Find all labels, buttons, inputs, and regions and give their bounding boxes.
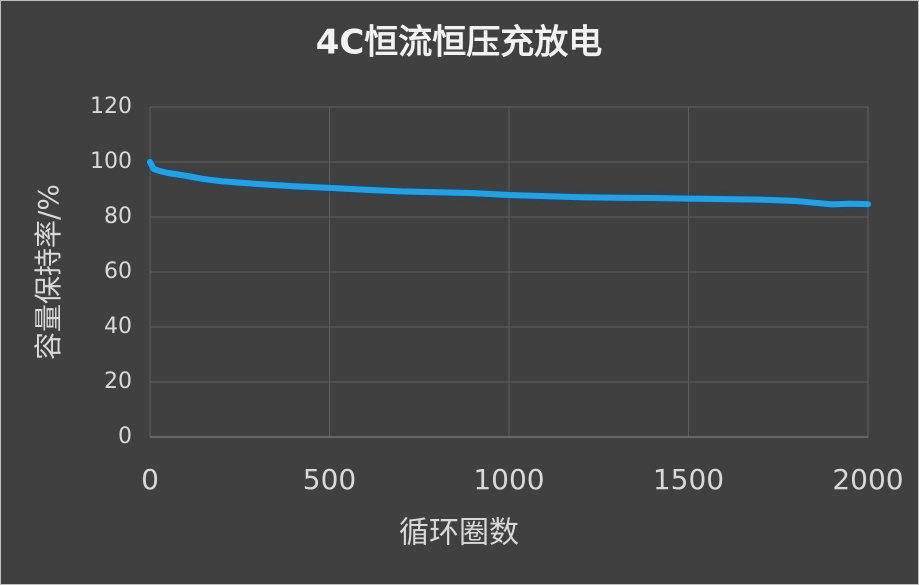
x-axis-title: 循环圈数 xyxy=(399,516,519,551)
y-tick-label: 20 xyxy=(104,369,132,394)
x-tick-label: 1500 xyxy=(653,463,724,496)
x-tick-label: 1000 xyxy=(473,463,544,496)
x-tick-label: 500 xyxy=(303,463,356,496)
x-tick-label: 2000 xyxy=(832,463,903,496)
y-tick-label: 100 xyxy=(90,149,132,174)
y-tick-label: 80 xyxy=(104,204,132,229)
chart-title: 4C恒流恒压充放电 xyxy=(316,23,603,63)
x-tick-label: 0 xyxy=(141,463,159,496)
y-tick-label: 120 xyxy=(90,94,132,119)
y-tick-label: 0 xyxy=(118,424,132,449)
data-line xyxy=(147,159,871,208)
y-tick-label: 40 xyxy=(104,314,132,339)
y-axis-title: 容量保持率/% xyxy=(32,184,65,360)
y-tick-label: 60 xyxy=(104,259,132,284)
